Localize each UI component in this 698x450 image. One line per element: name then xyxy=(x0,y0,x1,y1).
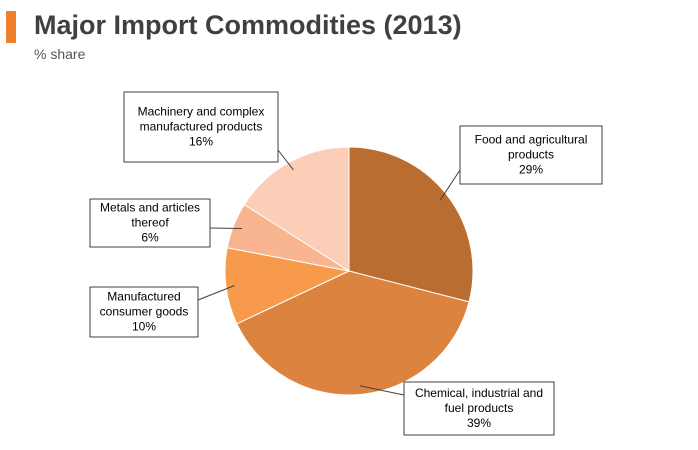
leader-line-food-and-agricultural-products xyxy=(439,169,461,201)
slice-label: Chemical, industrial and xyxy=(415,386,543,400)
slice-label: thereof xyxy=(131,216,169,230)
pie-slice-food-and-agricultural-products xyxy=(348,146,474,303)
callout-box xyxy=(403,381,555,436)
leader-line-metals-and-articles-thereof xyxy=(209,227,242,229)
slice-value-label: 6% xyxy=(141,231,159,245)
callout-box xyxy=(89,286,199,338)
leader-line-chemical-industrial-and-fuel-products xyxy=(359,385,405,396)
slice-value-label: 16% xyxy=(189,135,213,149)
chart-subtitle: % share xyxy=(34,46,86,62)
slice-label: products xyxy=(508,148,554,162)
slice-value-label: 10% xyxy=(132,320,156,334)
leader-line-manufactured-consumer-goods xyxy=(197,285,235,301)
callout-box xyxy=(459,125,603,185)
pie-slice-chemical-industrial-and-fuel-products xyxy=(236,270,470,396)
title-accent-bar xyxy=(6,11,16,43)
slice-label: consumer goods xyxy=(100,305,189,319)
slice-label: fuel products xyxy=(445,401,514,415)
pie-slice-machinery-and-complex-manufactured-products xyxy=(243,146,350,272)
chart-title: Major Import Commodities (2013) xyxy=(34,10,462,40)
callout-box xyxy=(89,198,211,248)
slice-label: Machinery and complex xyxy=(138,105,265,119)
callout-box xyxy=(123,91,279,163)
slice-value-label: 39% xyxy=(467,416,491,430)
slice-label: manufactured products xyxy=(140,120,263,134)
pie-slice-manufactured-consumer-goods xyxy=(224,247,351,325)
slice-value-label: 29% xyxy=(519,163,543,177)
slice-label: Manufactured xyxy=(107,290,180,304)
leader-line-machinery-and-complex-manufactured-products xyxy=(277,149,294,171)
slice-label: Metals and articles xyxy=(100,201,200,215)
slice-label: Food and agricultural xyxy=(475,133,588,147)
